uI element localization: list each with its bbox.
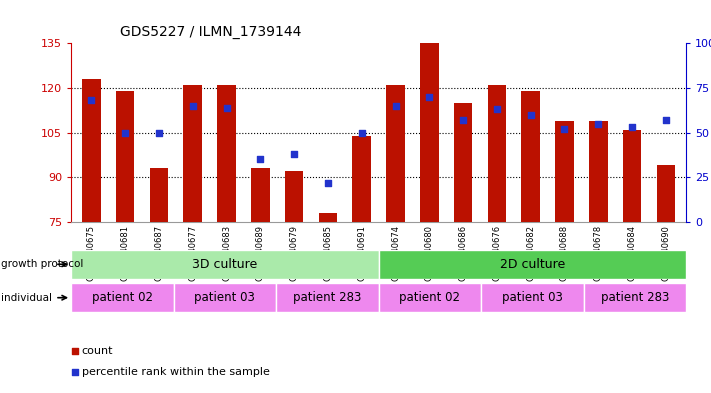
Point: [154, 130, 165, 136]
Point: [187, 103, 198, 109]
Point: [275, 50, 287, 56]
Point: [119, 130, 131, 136]
Text: 3D culture: 3D culture: [192, 258, 257, 271]
Point: [322, 180, 333, 186]
Point: [424, 94, 435, 100]
Bar: [71, 283, 173, 312]
Bar: [656, 165, 675, 222]
Point: [289, 151, 300, 157]
Point: [275, 239, 287, 245]
Text: percentile rank within the sample: percentile rank within the sample: [82, 367, 269, 377]
Point: [525, 112, 536, 118]
Bar: [379, 250, 686, 279]
Point: [491, 106, 503, 112]
Text: individual: individual: [1, 293, 53, 303]
Bar: [71, 250, 379, 279]
Bar: [379, 283, 481, 312]
Bar: [173, 283, 276, 312]
Bar: [276, 283, 379, 312]
Bar: [420, 43, 439, 222]
Bar: [116, 91, 134, 222]
Text: count: count: [82, 346, 113, 356]
Bar: [521, 91, 540, 222]
Text: GDS5227 / ILMN_1739144: GDS5227 / ILMN_1739144: [120, 26, 301, 39]
Bar: [623, 130, 641, 222]
Bar: [481, 283, 584, 312]
Point: [660, 117, 671, 123]
Point: [592, 121, 604, 127]
Point: [86, 97, 97, 104]
Bar: [150, 168, 169, 222]
Point: [390, 103, 401, 109]
Bar: [488, 85, 506, 222]
Bar: [555, 121, 574, 222]
Point: [559, 126, 570, 132]
Text: patient 283: patient 283: [293, 291, 362, 304]
Bar: [319, 213, 337, 222]
Bar: [218, 85, 236, 222]
Bar: [285, 171, 304, 222]
Point: [356, 130, 368, 136]
Bar: [353, 136, 371, 222]
Point: [626, 124, 638, 130]
Bar: [82, 79, 101, 222]
Text: growth protocol: growth protocol: [1, 259, 84, 269]
Text: patient 02: patient 02: [92, 291, 153, 304]
Bar: [589, 121, 607, 222]
Bar: [454, 103, 472, 222]
Text: patient 03: patient 03: [502, 291, 563, 304]
Bar: [386, 85, 405, 222]
Point: [255, 156, 266, 163]
Bar: [584, 283, 686, 312]
Text: patient 03: patient 03: [194, 291, 255, 304]
Text: 2D culture: 2D culture: [500, 258, 565, 271]
Bar: [251, 168, 269, 222]
Bar: [183, 85, 202, 222]
Point: [221, 105, 232, 111]
Text: patient 283: patient 283: [601, 291, 669, 304]
Text: patient 02: patient 02: [400, 291, 460, 304]
Point: [457, 117, 469, 123]
